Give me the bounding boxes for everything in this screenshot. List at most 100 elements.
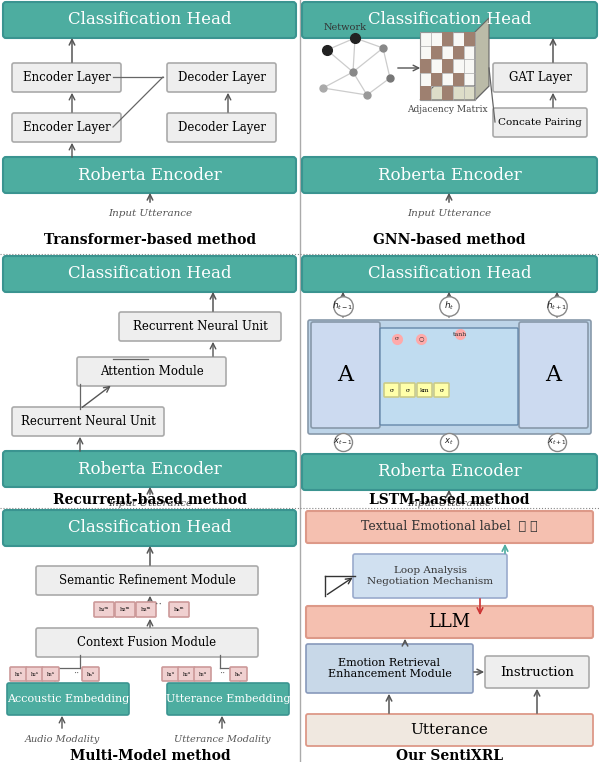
Text: Textual Emotional label  😊 😢: Textual Emotional label 😊 😢 <box>361 520 538 533</box>
FancyBboxPatch shape <box>311 322 380 428</box>
Text: GNN-based method: GNN-based method <box>373 233 525 247</box>
FancyBboxPatch shape <box>3 451 296 487</box>
FancyBboxPatch shape <box>485 656 589 688</box>
FancyBboxPatch shape <box>306 511 593 543</box>
Text: Adjacency Matrix: Adjacency Matrix <box>407 105 488 114</box>
Text: $h_{t-1}$: $h_{t-1}$ <box>332 299 354 312</box>
Text: Our SentiXRL: Our SentiXRL <box>395 749 503 762</box>
FancyBboxPatch shape <box>119 312 281 341</box>
FancyBboxPatch shape <box>302 157 597 193</box>
Bar <box>431 73 442 86</box>
FancyBboxPatch shape <box>384 383 399 397</box>
FancyBboxPatch shape <box>10 667 27 681</box>
Text: Utterance Embedding: Utterance Embedding <box>166 694 290 704</box>
Text: LLM: LLM <box>428 613 470 631</box>
Text: Recurrent Neural Unit: Recurrent Neural Unit <box>133 320 268 333</box>
FancyBboxPatch shape <box>306 714 593 746</box>
Text: km: km <box>420 388 429 392</box>
Text: GAT Layer: GAT Layer <box>509 71 571 84</box>
FancyBboxPatch shape <box>178 667 195 681</box>
Text: Decoder Layer: Decoder Layer <box>178 121 265 134</box>
Text: Semantic Refinement Module: Semantic Refinement Module <box>59 574 235 587</box>
Text: h₃ᵃ: h₃ᵃ <box>47 671 55 677</box>
FancyBboxPatch shape <box>353 554 507 598</box>
Text: Audio Modality: Audio Modality <box>25 735 100 744</box>
FancyBboxPatch shape <box>194 667 211 681</box>
Text: hₙᵃ: hₙᵃ <box>86 671 95 677</box>
FancyBboxPatch shape <box>36 566 258 595</box>
Text: h₃ᵐ: h₃ᵐ <box>141 607 151 612</box>
FancyBboxPatch shape <box>94 602 114 617</box>
Text: Loop Analysis
Negotiation Mechanism: Loop Analysis Negotiation Mechanism <box>367 566 493 586</box>
FancyBboxPatch shape <box>230 667 247 681</box>
FancyBboxPatch shape <box>3 510 296 546</box>
Text: Recurrent-based method: Recurrent-based method <box>53 493 247 507</box>
Text: h₂ᵃ: h₂ᵃ <box>31 671 38 677</box>
FancyBboxPatch shape <box>167 683 289 715</box>
FancyBboxPatch shape <box>7 683 129 715</box>
FancyBboxPatch shape <box>12 63 121 92</box>
Text: Classification Head: Classification Head <box>68 265 231 283</box>
Polygon shape <box>475 18 489 100</box>
Text: Classification Head: Classification Head <box>368 11 531 28</box>
FancyBboxPatch shape <box>82 667 99 681</box>
FancyBboxPatch shape <box>12 407 164 436</box>
Text: Roberta Encoder: Roberta Encoder <box>377 167 521 184</box>
Text: Input Utterance: Input Utterance <box>108 209 192 217</box>
Text: h₂ᵐ: h₂ᵐ <box>120 607 130 612</box>
FancyBboxPatch shape <box>308 320 591 434</box>
Text: Encoder Layer: Encoder Layer <box>23 71 110 84</box>
FancyBboxPatch shape <box>162 667 179 681</box>
FancyBboxPatch shape <box>519 322 588 428</box>
Text: A: A <box>545 364 562 386</box>
FancyBboxPatch shape <box>380 328 518 425</box>
Bar <box>420 32 475 100</box>
Text: Multi-Model method: Multi-Model method <box>70 749 230 762</box>
Text: h₁ᵘ: h₁ᵘ <box>167 671 175 677</box>
Text: $x_{t-1}$: $x_{t-1}$ <box>333 437 353 447</box>
Text: Emotion Retrieval
Enhancement Module: Emotion Retrieval Enhancement Module <box>328 658 451 679</box>
Text: LSTM-based method: LSTM-based method <box>369 493 529 507</box>
Text: h₁ᵃ: h₁ᵃ <box>14 671 22 677</box>
FancyBboxPatch shape <box>400 383 415 397</box>
Text: σ: σ <box>439 388 443 392</box>
Text: Instruction: Instruction <box>500 665 574 678</box>
Text: Classification Head: Classification Head <box>368 265 531 283</box>
FancyBboxPatch shape <box>26 667 43 681</box>
Text: ··: ·· <box>155 600 165 610</box>
FancyBboxPatch shape <box>167 63 276 92</box>
Text: $h_t$: $h_t$ <box>444 299 454 312</box>
Text: ··: ·· <box>73 668 79 677</box>
FancyBboxPatch shape <box>169 602 189 617</box>
FancyBboxPatch shape <box>302 256 597 292</box>
Text: Input Utterance: Input Utterance <box>407 209 491 217</box>
Text: Context Fusion Module: Context Fusion Module <box>77 636 217 649</box>
FancyBboxPatch shape <box>115 602 135 617</box>
Bar <box>442 32 453 46</box>
Bar <box>453 73 464 86</box>
FancyBboxPatch shape <box>493 108 587 137</box>
Bar <box>442 86 453 100</box>
Text: $x_{t+1}$: $x_{t+1}$ <box>547 437 567 447</box>
Text: Utterance Modality: Utterance Modality <box>174 735 270 744</box>
Text: ··: ·· <box>219 668 225 677</box>
FancyBboxPatch shape <box>3 157 296 193</box>
FancyBboxPatch shape <box>493 63 587 92</box>
Text: h₁ᵐ: h₁ᵐ <box>99 607 109 612</box>
Text: Transformer-based method: Transformer-based method <box>44 233 256 247</box>
FancyBboxPatch shape <box>36 628 258 657</box>
FancyBboxPatch shape <box>417 383 432 397</box>
Bar <box>442 59 453 73</box>
Text: Encoder Layer: Encoder Layer <box>23 121 110 134</box>
FancyBboxPatch shape <box>302 2 597 38</box>
Text: Classification Head: Classification Head <box>68 11 231 28</box>
Bar <box>420 86 431 100</box>
Text: σ: σ <box>406 388 410 392</box>
Text: hₙᵘ: hₙᵘ <box>235 671 242 677</box>
FancyBboxPatch shape <box>42 667 59 681</box>
Text: Input Utterance: Input Utterance <box>407 498 491 507</box>
Text: h₂ᵘ: h₂ᵘ <box>182 671 191 677</box>
FancyBboxPatch shape <box>167 113 276 142</box>
FancyBboxPatch shape <box>136 602 156 617</box>
Bar <box>464 32 475 46</box>
